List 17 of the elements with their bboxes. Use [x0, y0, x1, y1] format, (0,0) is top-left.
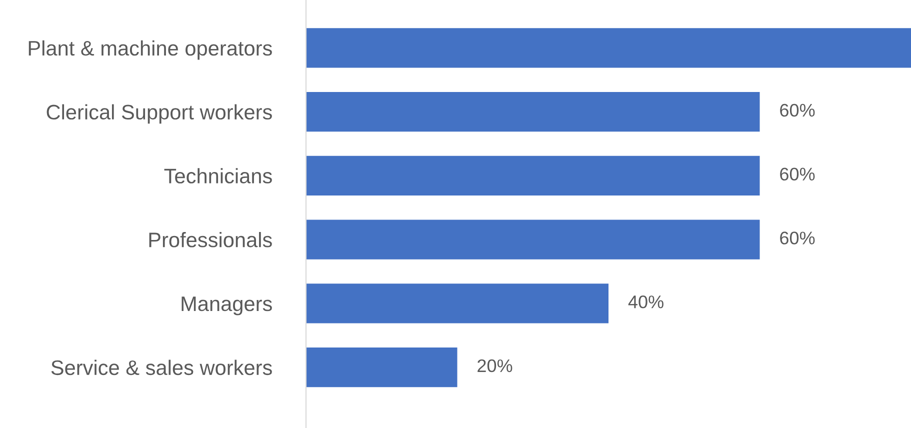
- y-tick-label: Plant & machine operators: [28, 40, 272, 60]
- data-label: 60%: [780, 232, 815, 244]
- bar: [306, 92, 760, 132]
- y-tick-label: Service & sales workers: [51, 360, 272, 376]
- bar: [306, 220, 760, 260]
- bar: [306, 284, 608, 324]
- data-label: 20%: [478, 359, 512, 372]
- y-tick-label: Managers: [182, 296, 272, 316]
- y-tick-label: Clerical Support workers: [46, 104, 272, 124]
- bar: [306, 348, 458, 388]
- data-label: 60%: [780, 168, 815, 181]
- bar: [306, 156, 760, 196]
- y-tick-label: Professionals: [149, 232, 272, 248]
- data-label: 40%: [628, 295, 664, 308]
- y-tick-label: Technicians: [164, 168, 272, 184]
- data-label: 60%: [780, 104, 815, 117]
- bar: [306, 28, 911, 68]
